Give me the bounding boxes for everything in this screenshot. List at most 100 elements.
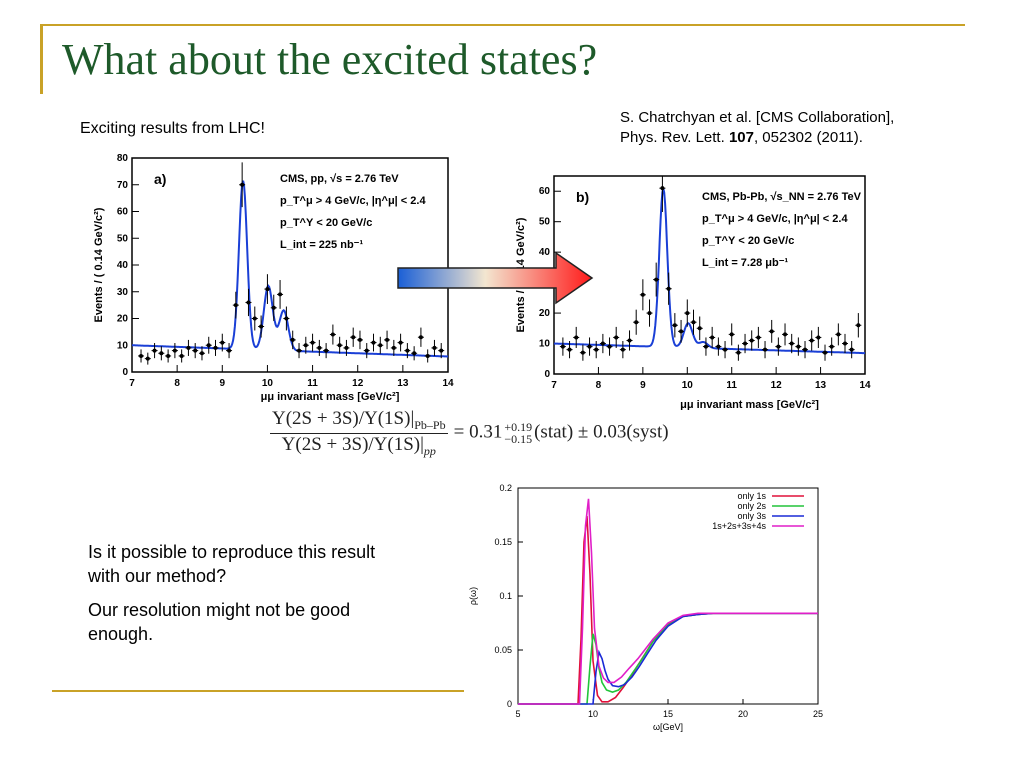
data-point xyxy=(303,343,308,348)
x-tick-label: 20 xyxy=(738,709,748,719)
data-point xyxy=(252,316,257,321)
citation: S. Chatrchyan et al. [CMS Collaboration]… xyxy=(620,108,894,148)
x-tick-label: 12 xyxy=(771,380,783,391)
data-point xyxy=(246,300,251,305)
data-point xyxy=(432,345,437,350)
data-point xyxy=(206,343,211,348)
annotation: p_T^μ > 4 GeV/c, |η^μ| < 2.4 xyxy=(702,213,848,225)
data-point xyxy=(600,341,605,346)
citation-journal: Phys. Rev. Lett. xyxy=(620,129,729,146)
data-point xyxy=(213,345,218,350)
data-point xyxy=(594,347,599,352)
data-point xyxy=(710,335,715,340)
data-point xyxy=(809,338,814,343)
y-tick-label: 60 xyxy=(539,186,551,197)
data-point xyxy=(836,332,841,337)
x-tick-label: 7 xyxy=(129,378,135,389)
bottom-accent-rule xyxy=(52,690,464,692)
x-tick-label: 25 xyxy=(813,709,823,719)
plot-frame xyxy=(517,487,819,705)
y-tick-label: 0 xyxy=(544,369,550,380)
data-point xyxy=(685,311,690,316)
legend-label: only 3s xyxy=(737,511,766,521)
formula-numerator: Υ(2S + 3S)/Υ(1S)|Pb–Pb xyxy=(270,408,448,434)
y-tick-label: 70 xyxy=(117,180,129,191)
data-point xyxy=(560,344,565,349)
top-accent-rule xyxy=(40,24,965,26)
data-point xyxy=(412,351,417,356)
data-point xyxy=(391,345,396,350)
data-point xyxy=(620,347,625,352)
formula-denominator: Υ(2S + 3S)/Υ(1S)|pp xyxy=(270,433,448,458)
data-point xyxy=(385,337,390,342)
x-tick-label: 9 xyxy=(220,378,226,389)
annotation: p_T^Υ < 20 GeV/c xyxy=(702,235,794,247)
y-tick-label: 0.2 xyxy=(499,483,512,493)
legend-label: only 2s xyxy=(737,501,766,511)
citation-line-2: Phys. Rev. Lett. 107, 052302 (2011). xyxy=(620,128,894,148)
data-point xyxy=(729,332,734,337)
slide-subtitle: Exciting results from LHC! xyxy=(80,120,265,137)
remark-text: Our resolution might not be good enough. xyxy=(88,600,351,644)
x-tick-label: 8 xyxy=(174,378,180,389)
left-accent-bar xyxy=(40,24,43,94)
data-point xyxy=(439,348,444,353)
slide-title: What about the excited states? xyxy=(62,35,598,84)
data-point xyxy=(324,348,329,353)
data-point xyxy=(145,356,150,361)
data-point xyxy=(614,335,619,340)
data-point xyxy=(344,345,349,350)
panel-label: a) xyxy=(154,171,166,187)
legend-label: 1s+2s+3s+4s xyxy=(712,521,766,531)
x-axis-label: μμ invariant mass [GeV/c²] xyxy=(261,391,400,402)
data-point xyxy=(627,338,632,343)
data-point xyxy=(179,353,184,358)
series-line xyxy=(518,498,818,705)
x-tick-label: 5 xyxy=(515,709,520,719)
x-tick-label: 12 xyxy=(352,378,364,389)
x-axis-label: μμ invariant mass [GeV/c²] xyxy=(680,399,819,410)
x-tick-label: 9 xyxy=(640,380,646,391)
data-point xyxy=(351,335,356,340)
data-point xyxy=(666,286,671,291)
data-point xyxy=(647,311,652,316)
data-point xyxy=(796,344,801,349)
legend-label: only 1s xyxy=(737,491,766,501)
data-point xyxy=(763,347,768,352)
x-tick-label: 13 xyxy=(815,380,827,391)
data-point xyxy=(679,329,684,334)
data-point xyxy=(418,335,423,340)
y-tick-label: 40 xyxy=(539,247,551,258)
data-point xyxy=(769,329,774,334)
y-tick-label: 40 xyxy=(117,260,129,271)
formula-numerator-text: Υ(2S + 3S)/Υ(1S)| xyxy=(272,408,415,429)
data-point xyxy=(660,186,665,191)
data-point xyxy=(703,344,708,349)
data-point xyxy=(159,351,164,356)
fit-curve xyxy=(553,188,865,355)
data-point xyxy=(756,335,761,340)
data-point xyxy=(378,343,383,348)
chart-spectral-function: 5 10 15 20 25 0 0.05 0.1 0.15 0.2 ω[GeV] ρ(ω) only 1… xyxy=(468,483,823,732)
data-point xyxy=(691,320,696,325)
double-ratio-formula: Υ(2S + 3S)/Υ(1S)|Pb–Pb = 0.31 +0.19 −0.15(… xyxy=(270,408,670,459)
data-point xyxy=(317,345,322,350)
data-point xyxy=(186,345,191,350)
formula-table: Υ(2S + 3S)/Υ(1S)|Pb–Pb = 0.31 +0.19 −0.15(… xyxy=(270,408,670,459)
data-point xyxy=(297,348,302,353)
data-point xyxy=(843,341,848,346)
data-point xyxy=(337,343,342,348)
annotation: L_int = 225 nb⁻¹ xyxy=(280,239,363,251)
data-point xyxy=(278,292,283,297)
data-point xyxy=(193,348,198,353)
formula-err-down: −0.15 xyxy=(504,432,533,447)
annotation: p_T^Υ < 20 GeV/c xyxy=(280,217,372,229)
x-tick-label: 8 xyxy=(596,380,602,391)
data-point xyxy=(634,320,639,325)
data-point xyxy=(310,340,315,345)
y-tick-label: 10 xyxy=(539,339,551,350)
annotation: CMS, Pb-Pb, √s_NN = 2.76 TeV xyxy=(702,191,862,203)
chart-pp-mass-spectrum: 7 8 9 10 11 12 13 14 0 10 20 30 40 50 60 70 80 μμ invaria… xyxy=(93,153,454,402)
y-tick-label: 0.05 xyxy=(494,645,512,655)
data-point xyxy=(749,338,754,343)
